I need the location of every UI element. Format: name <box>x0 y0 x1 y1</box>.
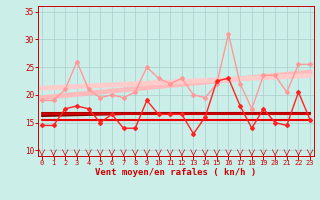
X-axis label: Vent moyen/en rafales ( kn/h ): Vent moyen/en rafales ( kn/h ) <box>95 168 257 177</box>
